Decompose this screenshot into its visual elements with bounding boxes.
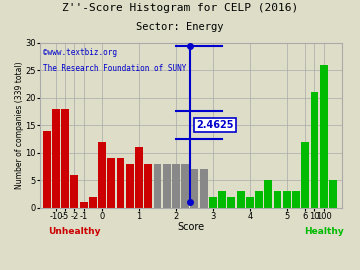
Bar [126,164,134,208]
Bar [264,180,272,208]
Bar [80,202,87,208]
Text: Sector: Energy: Sector: Energy [136,22,224,32]
Bar [98,142,106,208]
Bar [52,109,60,208]
Bar [163,164,171,208]
Text: The Research Foundation of SUNY: The Research Foundation of SUNY [43,64,186,73]
Text: 2.4625: 2.4625 [196,120,234,130]
Bar [283,191,291,208]
Bar [43,131,50,208]
Bar [311,92,318,208]
Bar [117,158,125,208]
Bar [320,65,328,208]
Bar [209,197,217,208]
Bar [135,147,143,208]
Y-axis label: Number of companies (339 total): Number of companies (339 total) [15,61,24,189]
Bar [107,158,115,208]
Text: Unhealthy: Unhealthy [48,227,100,236]
Bar [172,164,180,208]
Bar [200,169,208,208]
Bar [228,197,235,208]
Text: Healthy: Healthy [304,227,343,236]
Text: ©www.textbiz.org: ©www.textbiz.org [43,48,117,57]
Bar [89,197,97,208]
Bar [329,180,337,208]
Bar [255,191,263,208]
Bar [61,109,69,208]
Bar [190,169,198,208]
Bar [218,191,226,208]
Bar [181,164,189,208]
Bar [292,191,300,208]
Bar [144,164,152,208]
Bar [246,197,254,208]
X-axis label: Score: Score [177,222,205,232]
Bar [274,191,282,208]
Bar [301,142,309,208]
Bar [237,191,244,208]
Bar [154,164,161,208]
Bar [71,175,78,208]
Text: Z''-Score Histogram for CELP (2016): Z''-Score Histogram for CELP (2016) [62,3,298,13]
